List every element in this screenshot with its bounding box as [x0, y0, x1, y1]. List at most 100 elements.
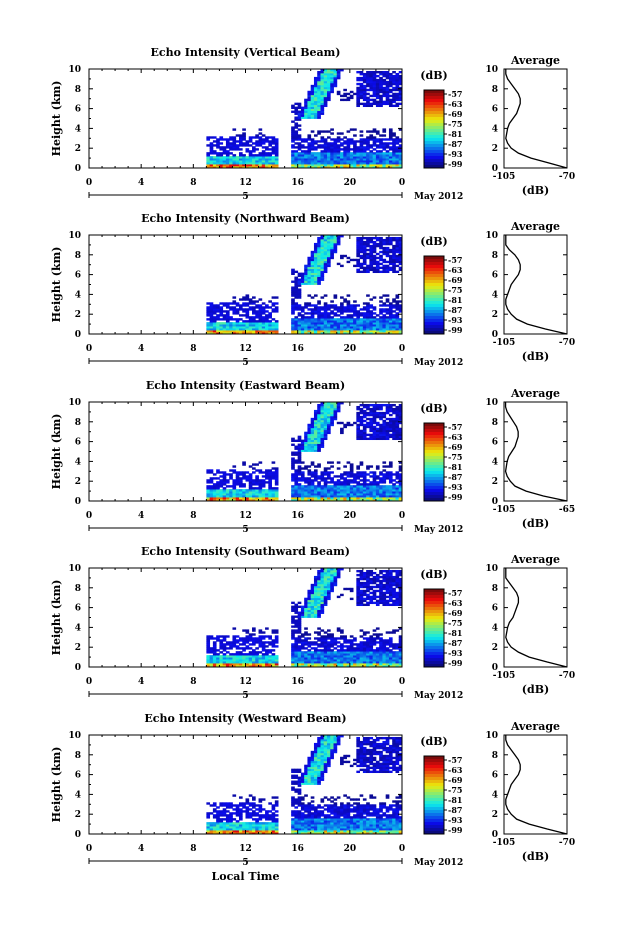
- heatmap-cell: [320, 70, 325, 74]
- heatmap-cell: [294, 324, 299, 327]
- heatmap-cell: [346, 156, 351, 159]
- heatmap-cell: [274, 635, 279, 638]
- heatmap-cell: [327, 653, 331, 656]
- heatmap-cell: [323, 86, 328, 90]
- heatmap-cell: [248, 483, 253, 486]
- heatmap-cell: [313, 413, 318, 417]
- heatmap-cell: [382, 152, 387, 155]
- heatmap-cell: [320, 112, 325, 115]
- heatmap-cell: [392, 320, 396, 323]
- heatmap-cell: [238, 647, 243, 650]
- heatmap-cell: [382, 429, 387, 433]
- heatmap-cell: [261, 663, 266, 666]
- heatmap-cell: [359, 244, 364, 248]
- heatmap-cell: [340, 655, 344, 658]
- heatmap-cell: [297, 278, 302, 281]
- heatmap-cell: [212, 150, 217, 153]
- heatmap-cell: [268, 306, 272, 309]
- heatmap-cell: [268, 324, 272, 327]
- heatmap-cell: [307, 264, 312, 268]
- heatmap-cell: [304, 653, 308, 656]
- heatmap-cell: [304, 140, 308, 143]
- heatmap-cell: [330, 583, 334, 587]
- heatmap-cell: [258, 483, 263, 486]
- heatmap-cell: [379, 238, 383, 242]
- heatmap-cell: [300, 661, 305, 664]
- heatmap-cell: [362, 258, 367, 262]
- heatmap-cell: [271, 296, 276, 299]
- heatmap-cell: [388, 306, 393, 309]
- heatmap-cell: [297, 471, 302, 474]
- heatmap-cell: [307, 445, 312, 448]
- heatmap-cell: [359, 653, 364, 656]
- heatmap-cell: [242, 461, 246, 464]
- heatmap-cell: [222, 316, 227, 319]
- heatmap-cell: [379, 429, 383, 433]
- heatmap-cell: [336, 467, 341, 470]
- heatmap-cell: [274, 330, 279, 333]
- heatmap-cell: [307, 643, 312, 646]
- heatmap-cell: [297, 451, 302, 454]
- heatmap-cell: [359, 166, 364, 169]
- heatmap-cell: [307, 649, 312, 652]
- heatmap-cell: [366, 411, 370, 415]
- heatmap-cell: [209, 148, 214, 151]
- heatmap-cell: [369, 491, 374, 494]
- heatmap-cell: [297, 661, 302, 664]
- heatmap-cell: [323, 246, 328, 250]
- heatmap-cell: [395, 485, 400, 488]
- heatmap-cell: [300, 112, 305, 115]
- heatmap-cell: [255, 154, 259, 157]
- heatmap-cell: [225, 643, 230, 646]
- heatmap-cell: [369, 256, 374, 260]
- heatmap-cell: [330, 659, 334, 662]
- colorbar-swatch: [424, 325, 444, 329]
- heatmap-cell: [366, 130, 370, 133]
- heatmap-cell: [320, 96, 325, 100]
- heatmap-cell: [369, 154, 374, 157]
- heatmap-cell: [392, 304, 396, 307]
- heatmap-cell: [252, 643, 256, 646]
- heatmap-cell: [333, 481, 338, 484]
- heatmap-cell: [359, 246, 364, 250]
- heatmap-cell: [310, 260, 315, 264]
- heatmap-cell: [388, 258, 393, 262]
- heatmap-cell: [225, 304, 230, 307]
- heatmap-cell: [274, 493, 279, 496]
- heatmap-cell: [385, 328, 390, 331]
- heatmap-cell: [258, 665, 263, 668]
- heatmap-cell: [379, 246, 383, 250]
- heatmap-cell: [212, 493, 217, 496]
- heatmap-cell: [274, 641, 279, 644]
- heatmap-cell: [294, 284, 299, 287]
- heatmap-cell: [313, 587, 318, 591]
- heatmap-cell: [222, 491, 227, 494]
- heatmap-cell: [255, 148, 259, 151]
- heatmap-cell: [323, 82, 328, 86]
- heatmap-cell: [385, 499, 390, 502]
- heatmap-cell: [330, 491, 334, 494]
- heatmap-cell: [310, 304, 315, 307]
- heatmap-cell: [300, 150, 305, 153]
- heatmap-cell: [346, 164, 351, 167]
- heatmap-cell: [225, 326, 230, 329]
- heatmap-cell: [245, 645, 250, 648]
- heatmap-cell: [291, 270, 295, 274]
- heatmap-cell: [307, 637, 312, 640]
- heatmap-cell: [274, 152, 279, 155]
- heatmap-cell: [366, 495, 370, 498]
- heatmap-cell: [317, 639, 321, 642]
- heatmap-cell: [359, 92, 364, 96]
- heatmap-cell: [242, 493, 246, 496]
- heatmap-cell: [268, 152, 272, 155]
- heatmap-cell: [320, 575, 325, 579]
- heatmap-cell: [343, 156, 347, 159]
- heatmap-cell: [366, 162, 370, 165]
- heatmap-cell: [375, 132, 380, 135]
- heatmap-cell: [255, 162, 259, 165]
- heatmap-cell: [297, 282, 302, 285]
- heatmap-cell: [330, 312, 334, 315]
- heatmap-cell: [209, 485, 214, 488]
- heatmap-cell: [356, 156, 361, 159]
- heatmap-cell: [385, 240, 390, 244]
